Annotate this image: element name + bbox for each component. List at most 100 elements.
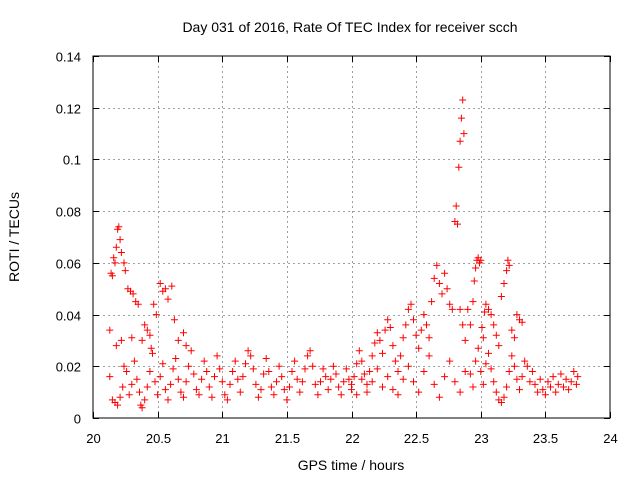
data-point xyxy=(472,358,479,365)
data-point xyxy=(420,311,427,318)
data-point xyxy=(415,345,422,352)
data-point xyxy=(183,342,190,349)
data-point xyxy=(503,384,510,391)
data-point xyxy=(356,347,363,354)
data-point xyxy=(154,391,161,398)
data-point xyxy=(333,371,340,378)
data-point xyxy=(122,267,129,274)
data-point xyxy=(171,316,178,323)
data-point xyxy=(537,376,544,383)
data-point xyxy=(495,342,502,349)
data-point xyxy=(110,254,117,261)
data-point xyxy=(121,259,128,266)
x-tick-labels: 20 20.5 21 21.5 22 22.5 23 23.5 24 xyxy=(86,431,617,446)
data-point xyxy=(276,363,283,370)
data-point xyxy=(379,350,386,357)
data-point xyxy=(198,376,205,383)
data-point xyxy=(283,396,290,403)
data-point xyxy=(133,376,140,383)
data-point xyxy=(118,249,125,256)
data-point xyxy=(175,337,182,344)
data-point xyxy=(203,368,210,375)
data-point xyxy=(150,301,157,308)
data-point xyxy=(413,332,420,339)
data-point xyxy=(504,257,511,264)
data-point xyxy=(418,327,425,334)
data-point xyxy=(211,373,218,380)
data-point xyxy=(369,352,376,359)
data-point xyxy=(467,321,474,328)
data-point xyxy=(364,389,371,396)
y-tick-label: 0 xyxy=(74,412,81,427)
data-point xyxy=(144,384,151,391)
data-point xyxy=(395,391,402,398)
data-point xyxy=(330,363,337,370)
data-point xyxy=(498,293,505,300)
data-point xyxy=(511,363,518,370)
data-point xyxy=(480,381,487,388)
data-point xyxy=(506,368,513,375)
data-point xyxy=(402,321,409,328)
data-point xyxy=(296,389,303,396)
chart-title: Day 031 of 2016, Rate Of TEC Index for r… xyxy=(182,19,517,35)
x-tick-label: 23 xyxy=(474,431,488,446)
data-point xyxy=(273,378,280,385)
data-point xyxy=(379,384,386,391)
data-point xyxy=(172,355,179,362)
data-point xyxy=(457,306,464,313)
data-point xyxy=(516,386,523,393)
data-point xyxy=(139,337,146,344)
data-point xyxy=(270,391,277,398)
data-point xyxy=(457,389,464,396)
data-point xyxy=(475,345,482,352)
data-point xyxy=(511,334,518,341)
data-point xyxy=(314,391,321,398)
y-tick-label: 0.04 xyxy=(56,309,81,324)
data-point xyxy=(400,376,407,383)
data-point xyxy=(117,394,124,401)
axis-ticks xyxy=(93,56,611,419)
x-tick-label: 22.5 xyxy=(404,431,429,446)
y-tick-label: 0.08 xyxy=(56,205,81,220)
x-tick-label: 21.5 xyxy=(275,431,300,446)
x-tick-label: 22 xyxy=(345,431,359,446)
y-axis-label: ROTI / TECUs xyxy=(6,192,22,282)
data-point xyxy=(291,358,298,365)
data-point xyxy=(325,386,332,393)
data-point xyxy=(263,355,270,362)
data-point xyxy=(389,342,396,349)
data-point xyxy=(490,378,497,385)
data-point xyxy=(426,352,433,359)
data-point xyxy=(464,306,471,313)
data-point xyxy=(149,350,156,357)
data-point xyxy=(550,373,557,380)
data-point xyxy=(374,329,381,336)
data-point xyxy=(159,360,166,367)
data-point xyxy=(252,381,259,388)
data-point xyxy=(175,376,182,383)
data-point xyxy=(462,337,469,344)
data-point xyxy=(459,97,466,104)
data-point xyxy=(289,368,296,375)
data-points xyxy=(106,97,581,412)
data-point xyxy=(384,373,391,380)
data-point xyxy=(157,280,164,287)
x-axis-label: GPS time / hours xyxy=(298,457,405,473)
data-point xyxy=(389,386,396,393)
data-point xyxy=(335,384,342,391)
data-point xyxy=(152,378,159,385)
data-point xyxy=(557,371,564,378)
data-point xyxy=(278,373,285,380)
data-point xyxy=(415,389,422,396)
data-point xyxy=(126,391,133,398)
data-point xyxy=(190,371,197,378)
data-point xyxy=(570,368,577,375)
data-point xyxy=(113,342,120,349)
data-point xyxy=(232,358,239,365)
data-point xyxy=(493,332,500,339)
data-point xyxy=(431,381,438,388)
data-point xyxy=(485,350,492,357)
data-point xyxy=(168,283,175,290)
data-point xyxy=(320,365,327,372)
data-point xyxy=(490,321,497,328)
